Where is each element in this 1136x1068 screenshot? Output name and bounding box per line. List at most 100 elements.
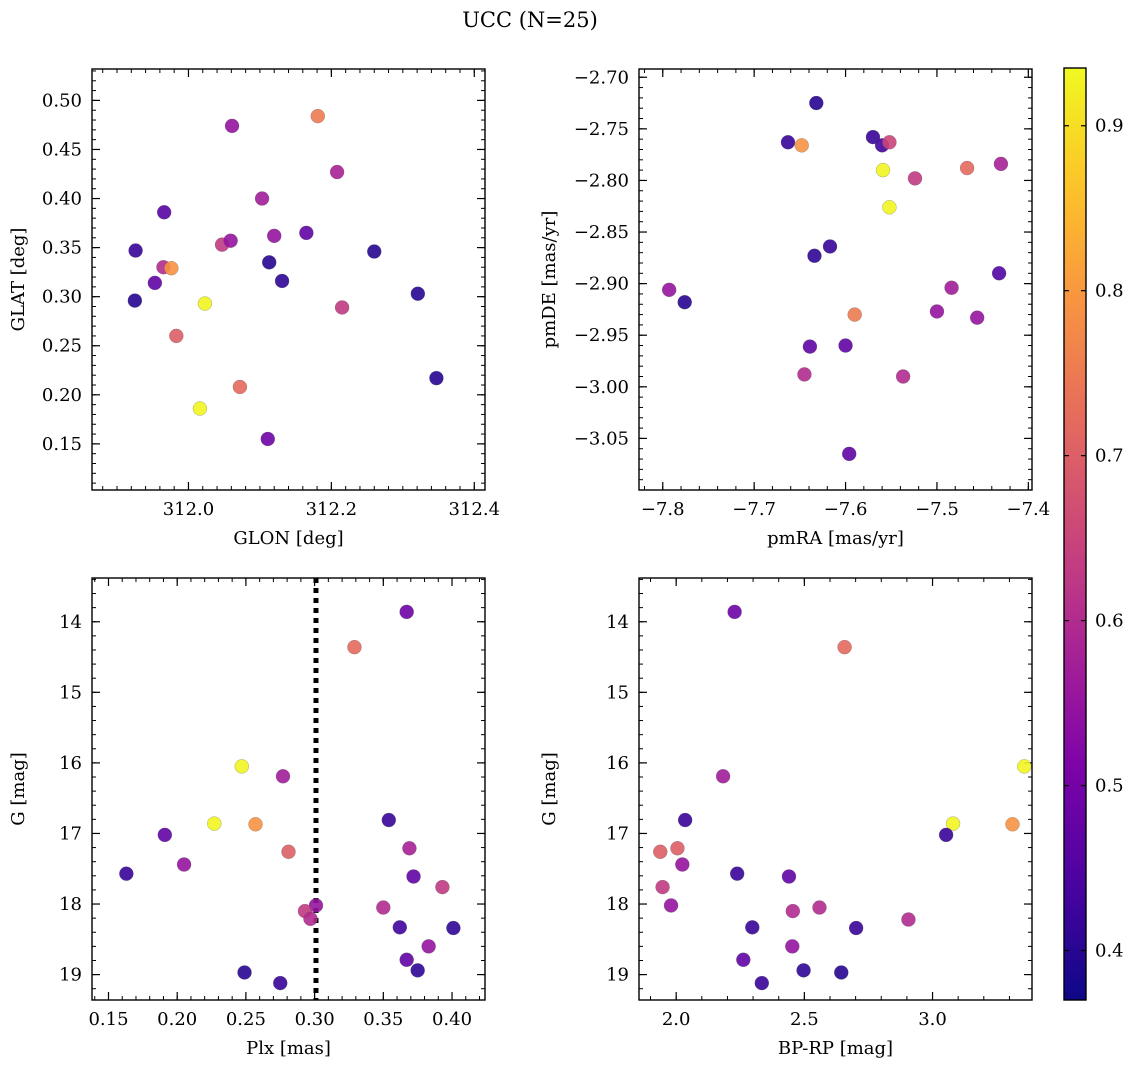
scatter-point <box>729 866 745 881</box>
y-tick-label: 17 <box>59 823 82 844</box>
axes-frame <box>91 68 486 491</box>
scatter-point <box>929 304 945 319</box>
scatter-point <box>192 401 208 416</box>
scatter-point <box>274 273 290 289</box>
scatter-point <box>127 293 143 308</box>
y-tick-label: 16 <box>606 753 629 774</box>
scatter-point <box>421 939 436 954</box>
scatter-point <box>794 138 809 153</box>
scatter-point <box>661 282 677 298</box>
x-tick-label: 3.0 <box>918 1009 947 1030</box>
y-tick-label: 18 <box>606 894 629 915</box>
y-tick-label: −3.00 <box>574 377 629 398</box>
scatter-point <box>837 639 852 655</box>
y-tick-label: −2.90 <box>574 274 629 295</box>
colorbar-frame <box>1063 67 1087 1001</box>
axes-frame <box>91 577 486 1001</box>
colorbar-tick-label: 0.7 <box>1095 446 1124 467</box>
x-axis-label: pmRA [mas/yr] <box>767 528 904 549</box>
scatter-point <box>281 844 296 860</box>
scatter-point <box>959 160 975 176</box>
scatter-point <box>446 920 461 936</box>
scatter-point <box>663 898 679 913</box>
x-axis-label: BP-RP [mag] <box>778 1038 893 1059</box>
panel-plx-g: 0.15 0.20 0.25 0.30 0.35 0.40 14 15 16 17 18 19 Plx … <box>8 577 486 1059</box>
panel-glon-glat: 312.0 312.2 312.4 0.15 0.20 0.25 0.30 0.35 0.40 0… <box>8 68 501 549</box>
y-tick-label: 18 <box>59 894 82 915</box>
scatter-point <box>895 369 911 384</box>
scatter-point <box>207 816 222 831</box>
points <box>119 604 461 991</box>
scatter-point <box>736 952 751 967</box>
x-tick-label: 0.15 <box>88 1009 128 1030</box>
scatter-point <box>807 248 822 263</box>
y-tick-label: 17 <box>606 823 629 844</box>
scatter-point <box>754 975 769 991</box>
scatter-point <box>727 604 742 620</box>
y-axis-label: G [mag] <box>539 752 560 825</box>
scatter-point <box>303 911 318 927</box>
scatter-point <box>275 769 291 784</box>
y-tick-label: −2.95 <box>574 325 629 346</box>
scatter-point <box>715 769 731 784</box>
scatter-point <box>299 225 314 241</box>
y-tick-label: 0.25 <box>42 336 82 357</box>
scatter-point <box>677 295 692 310</box>
y-tick-label: −2.80 <box>574 170 629 191</box>
scatter-point <box>938 827 954 843</box>
colorbar-gradient <box>1064 68 1086 1000</box>
x-tick-label: 2.5 <box>790 1009 819 1030</box>
x-tick-label: 0.25 <box>226 1009 266 1030</box>
panel-bprp-g: 2.0 2.5 3.0 14 15 16 17 18 19 BP-RP [mag] G [mag] <box>539 577 1033 1059</box>
y-tick-label: 0.50 <box>42 90 82 111</box>
scatter-point <box>991 266 1007 281</box>
x-tick-label: −7.5 <box>915 499 959 520</box>
scatter-point <box>128 243 143 258</box>
scatter-point <box>347 639 362 655</box>
colorbar-tick-label: 0.9 <box>1095 116 1124 137</box>
scatter-point <box>399 952 414 967</box>
y-tick-label: 0.40 <box>42 189 82 210</box>
x-tick-label: 0.30 <box>295 1009 335 1030</box>
y-tick-label: 14 <box>606 612 629 633</box>
scatter-point <box>945 816 961 831</box>
colorbar-tick-label: 0.8 <box>1095 281 1124 302</box>
scatter-point <box>875 162 891 178</box>
axes-frame <box>638 68 1033 491</box>
y-tick-label: 0.45 <box>42 139 82 160</box>
y-tick-label: 19 <box>59 965 82 986</box>
scatter-point <box>785 939 800 954</box>
panel-pmra-pmde: −7.8 −7.7 −7.6 −7.5 −7.4 −3.05 −3.00 −2.95 −2.90… <box>539 67 1050 549</box>
minor-ticks <box>92 578 485 1000</box>
scatter-point <box>745 920 760 935</box>
scatter-point <box>223 233 238 248</box>
scatter-point <box>780 135 796 150</box>
scatter-point <box>838 338 853 353</box>
x-tick-label: 312.4 <box>449 499 501 520</box>
scatter-point <box>901 912 916 927</box>
scatter-point <box>429 370 444 386</box>
points <box>127 108 444 447</box>
scatter-point <box>882 135 897 150</box>
scatter-point <box>969 310 985 325</box>
y-tick-label: 15 <box>59 682 82 703</box>
colorbar: 0.4 0.5 0.6 0.7 0.8 0.9 <box>1063 67 1124 1001</box>
scatter-point <box>147 275 163 291</box>
scatter-point <box>376 900 391 915</box>
y-tick-label: 16 <box>59 753 82 774</box>
x-tick-label: 312.0 <box>163 499 215 520</box>
y-tick-label: −2.85 <box>574 222 629 243</box>
scatter-point <box>410 963 425 978</box>
scatter-point <box>809 95 824 111</box>
y-tick-label: 14 <box>59 612 82 633</box>
y-tick-label: 0.20 <box>42 385 82 406</box>
x-axis-label: GLON [deg] <box>233 528 343 549</box>
major-ticks <box>92 578 485 1000</box>
scatter-point <box>842 446 857 462</box>
scatter-point <box>865 129 881 145</box>
major-ticks <box>639 578 1032 1000</box>
scatter-point <box>653 844 668 860</box>
scatter-point <box>169 328 184 344</box>
x-tick-label: 312.2 <box>306 499 358 520</box>
